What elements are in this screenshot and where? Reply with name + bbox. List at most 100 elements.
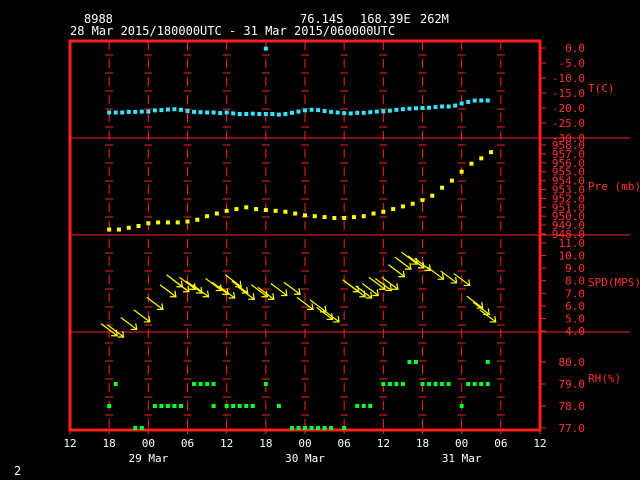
station-lat: 76.14S xyxy=(300,12,344,26)
wind-head xyxy=(450,276,458,284)
pres-point xyxy=(175,220,180,225)
temp-point xyxy=(342,111,347,116)
temp-point xyxy=(427,105,432,110)
wind-head xyxy=(222,288,229,295)
wind-head xyxy=(326,313,334,320)
pres-point xyxy=(224,208,229,213)
wind-head xyxy=(463,279,471,287)
wind-shaft xyxy=(237,286,255,300)
rh-point xyxy=(133,426,138,430)
temp-point xyxy=(413,106,418,111)
y-tick-label-rh: 79.0 xyxy=(559,378,586,391)
pres-point xyxy=(332,215,337,220)
y-tick-label-temp: -15.0 xyxy=(552,87,585,100)
wind-vector xyxy=(172,279,190,293)
wind-shaft xyxy=(427,266,444,280)
y-tick-label-pres: 954.0 xyxy=(552,175,585,188)
pres-point xyxy=(293,211,298,216)
wind-vector xyxy=(381,276,399,290)
temp-point xyxy=(178,107,183,112)
wind-shaft xyxy=(361,283,379,296)
day-label: 29 Mar xyxy=(128,452,168,465)
temp-point xyxy=(172,107,177,112)
rh-point xyxy=(329,426,334,430)
temp-point xyxy=(270,112,275,116)
wind-shaft xyxy=(231,280,249,294)
pres-point xyxy=(254,207,259,212)
x-tick-label: 12 xyxy=(63,437,76,450)
pres-point xyxy=(126,225,131,230)
temp-point xyxy=(263,112,268,116)
wind-head xyxy=(215,284,223,292)
wind-head xyxy=(117,330,125,338)
wind-shaft xyxy=(316,306,333,320)
pres-point xyxy=(430,193,435,198)
y-tick-label-wind: 6.0 xyxy=(565,300,585,313)
wind-vector xyxy=(250,284,269,298)
wind-shaft xyxy=(211,281,229,295)
temp-point xyxy=(368,110,373,115)
station-id: 8988 xyxy=(84,12,113,26)
rh-point xyxy=(165,404,170,408)
wind-shaft xyxy=(107,324,125,338)
wind-vector xyxy=(120,316,138,331)
temp-point xyxy=(224,110,229,115)
pres-point xyxy=(234,207,239,212)
wind-vector xyxy=(394,256,412,270)
wind-vector xyxy=(388,264,406,278)
station-lon: 168.39E xyxy=(360,12,411,26)
rh-point xyxy=(413,360,418,364)
rh-point xyxy=(172,404,177,408)
wind-vector xyxy=(211,281,229,295)
wind-head xyxy=(293,288,301,295)
temp-point xyxy=(192,109,197,114)
wind-vector xyxy=(257,286,275,300)
temp-point xyxy=(472,98,477,103)
rh-point xyxy=(361,404,366,408)
wind-head xyxy=(437,273,445,280)
temp-point xyxy=(466,100,471,104)
y-tick-label-temp: 0.0 xyxy=(565,42,585,55)
pres-point xyxy=(107,227,112,232)
pres-point xyxy=(146,221,151,226)
x-tick-label: 06 xyxy=(494,437,507,450)
wind-shaft xyxy=(257,286,275,300)
rh-point xyxy=(192,382,197,386)
temp-point xyxy=(237,112,242,116)
pres-point xyxy=(116,227,121,232)
y-tick-label-pres: 958.0 xyxy=(552,139,585,152)
y-tick-label-temp: -10.0 xyxy=(552,72,585,85)
temp-point xyxy=(453,103,458,108)
rh-point xyxy=(355,404,360,408)
temp-point xyxy=(231,111,236,116)
wind-vector xyxy=(466,295,484,309)
rh-point xyxy=(322,426,327,430)
wind-shaft xyxy=(296,296,314,310)
wind-shaft xyxy=(120,316,138,330)
pres-point xyxy=(400,204,405,209)
temp-point xyxy=(250,111,255,116)
wind-head xyxy=(280,289,288,297)
rh-point xyxy=(381,382,386,386)
temp-point xyxy=(316,108,321,113)
rh-point xyxy=(178,404,183,408)
temp-point xyxy=(440,104,445,109)
wind-shaft xyxy=(394,256,412,270)
temp-point xyxy=(120,110,125,115)
temp-point xyxy=(289,110,294,115)
wind-shaft xyxy=(374,278,392,291)
temp-point xyxy=(107,110,112,115)
temp-point xyxy=(322,109,327,113)
temp-point xyxy=(152,108,157,113)
rh-point xyxy=(342,426,347,430)
temp-point xyxy=(303,108,307,113)
temp-point xyxy=(133,109,138,114)
wind-head xyxy=(391,283,399,290)
rh-point xyxy=(433,382,438,386)
wind-vector xyxy=(414,257,432,271)
pres-point xyxy=(273,208,278,213)
rh-point xyxy=(485,382,490,386)
y-tick-label-pres: 950.0 xyxy=(552,210,585,223)
temp-point xyxy=(257,112,262,116)
y-tick-label-temp: -20.0 xyxy=(552,102,585,115)
